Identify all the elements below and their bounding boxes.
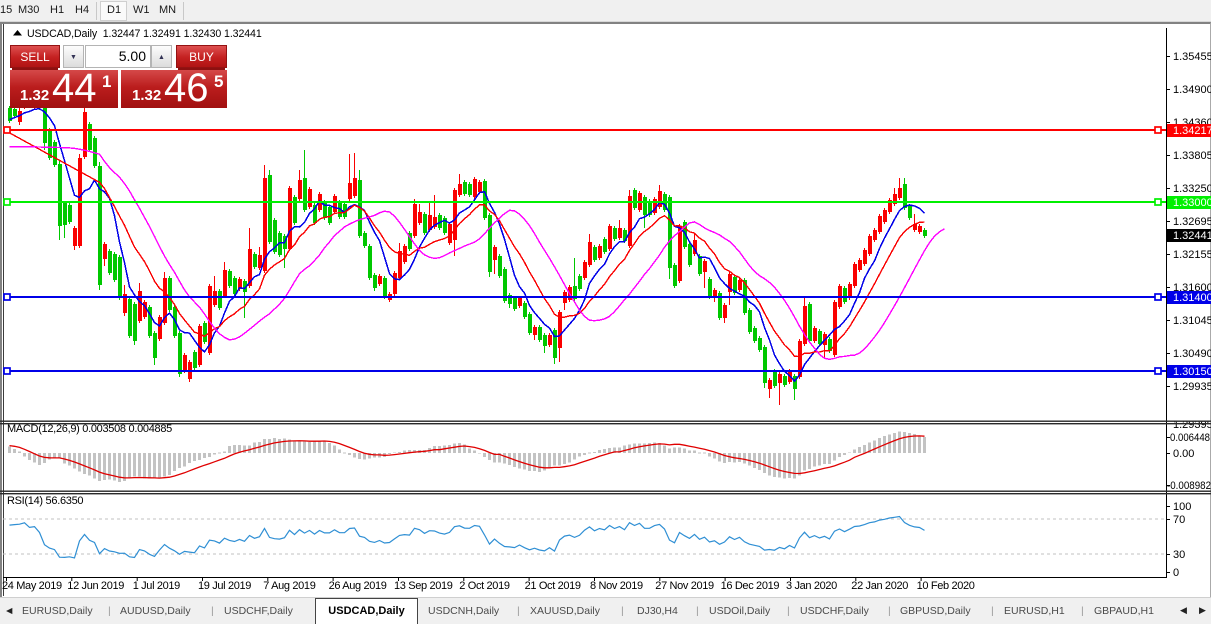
svg-text:USDCAD,Daily 1.32447 1.32491: USDCAD,Daily 1.32447 1.32491 1.32430 1.3…	[27, 28, 262, 40]
svg-text:1.30150: 1.30150	[1173, 366, 1211, 378]
svg-text:1 Jul 2019: 1 Jul 2019	[133, 580, 180, 592]
svg-text:7 Aug 2019: 7 Aug 2019	[263, 580, 315, 592]
svg-text:0.00: 0.00	[1173, 448, 1194, 460]
svg-text:1.32695: 1.32695	[1173, 216, 1211, 228]
svg-text:1.35455: 1.35455	[1173, 51, 1211, 63]
svg-text:21 Oct 2019: 21 Oct 2019	[525, 580, 581, 592]
svg-text:22 Jan 2020: 22 Jan 2020	[851, 580, 908, 592]
svg-text:70: 70	[1173, 514, 1185, 526]
svg-text:8 Nov 2019: 8 Nov 2019	[590, 580, 643, 592]
svg-text:1.33000: 1.33000	[1173, 197, 1211, 209]
svg-text:24 May 2019: 24 May 2019	[2, 580, 62, 592]
svg-text:3 Jan 2020: 3 Jan 2020	[786, 580, 837, 592]
svg-text:MACD(12,26,9) 0.003508 0.00488: MACD(12,26,9) 0.003508 0.004885	[7, 423, 172, 435]
svg-text:2 Oct 2019: 2 Oct 2019	[459, 580, 510, 592]
svg-text:1.29395: 1.29395	[1173, 419, 1211, 431]
svg-text:19 Jul 2019: 19 Jul 2019	[198, 580, 251, 592]
svg-text:1.31400: 1.31400	[1173, 292, 1211, 304]
svg-text:100: 100	[1173, 501, 1191, 513]
svg-text:1.34900: 1.34900	[1173, 84, 1211, 96]
svg-text:10 Feb 2020: 10 Feb 2020	[917, 580, 975, 592]
svg-text:30: 30	[1173, 549, 1185, 561]
svg-text:0: 0	[1173, 567, 1179, 579]
svg-text:1.33805: 1.33805	[1173, 150, 1211, 162]
svg-text:1.34217: 1.34217	[1173, 125, 1211, 137]
svg-text:1.32155: 1.32155	[1173, 249, 1211, 261]
svg-text:13 Sep 2019: 13 Sep 2019	[394, 580, 453, 592]
svg-text:16 Dec 2019: 16 Dec 2019	[721, 580, 780, 592]
svg-text:1.32441: 1.32441	[1173, 230, 1211, 242]
svg-text:1.29935: 1.29935	[1173, 381, 1211, 393]
svg-text:0.006448: 0.006448	[1170, 432, 1210, 444]
svg-text:1.30490: 1.30490	[1173, 348, 1211, 360]
svg-text:RSI(14) 56.6350: RSI(14) 56.6350	[7, 495, 83, 507]
svg-text:-0.008982: -0.008982	[1167, 480, 1211, 492]
svg-text:1.31045: 1.31045	[1173, 315, 1211, 327]
svg-text:1.33250: 1.33250	[1173, 183, 1211, 195]
svg-text:12 Jun 2019: 12 Jun 2019	[67, 580, 124, 592]
svg-text:26 Aug 2019: 26 Aug 2019	[329, 580, 387, 592]
svg-text:27 Nov 2019: 27 Nov 2019	[655, 580, 714, 592]
